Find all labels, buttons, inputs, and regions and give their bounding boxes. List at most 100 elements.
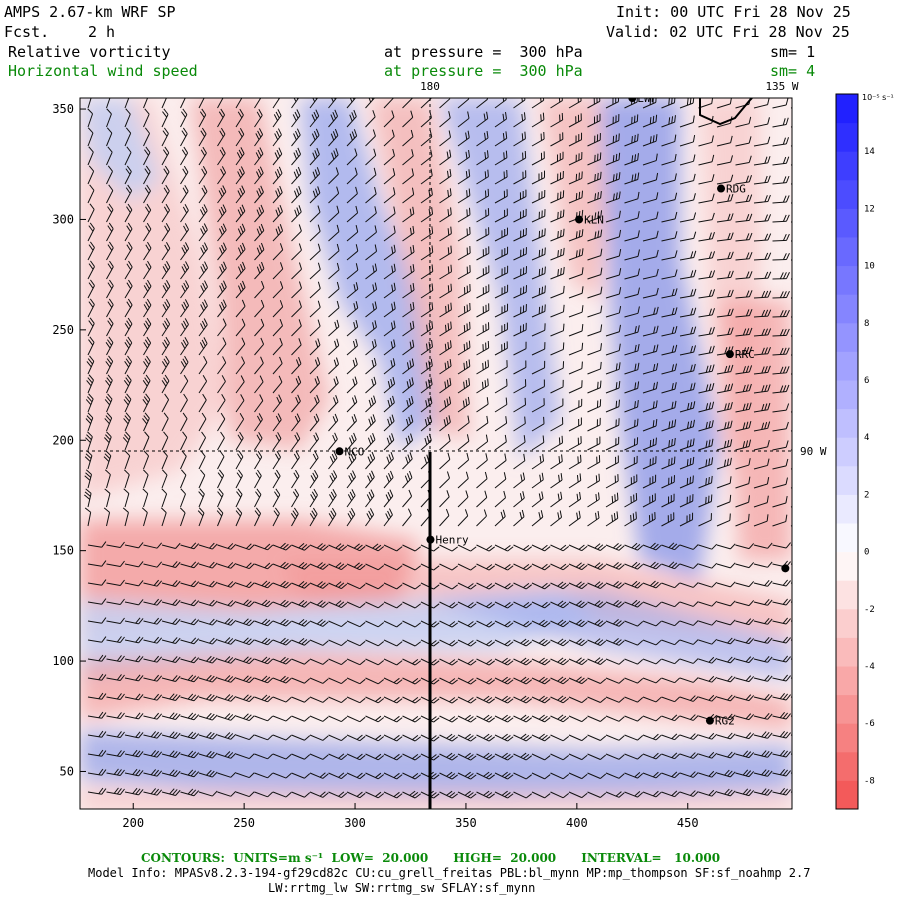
wind-barb	[568, 171, 583, 185]
wind-barb	[365, 339, 377, 356]
wind-barb	[531, 563, 551, 571]
wind-barb	[513, 379, 527, 394]
wind-barb	[753, 156, 771, 166]
wind-barb	[550, 753, 570, 761]
wind-barb	[124, 655, 144, 663]
wind-barb	[457, 733, 477, 742]
wind-barb	[383, 715, 403, 723]
wind-barb	[716, 581, 736, 588]
colorbar-segment	[836, 666, 858, 696]
wind-barb	[124, 203, 133, 223]
wind-barb	[402, 734, 421, 742]
wind-barb	[735, 543, 755, 550]
wind-barb	[272, 753, 292, 760]
wind-barb	[457, 490, 469, 508]
wind-barb	[753, 290, 772, 299]
wind-barb	[772, 272, 790, 280]
wind-barb	[568, 286, 584, 299]
wind-barb	[328, 376, 339, 394]
wind-barb	[661, 475, 675, 489]
wind-barb	[753, 175, 771, 185]
wind-barb	[679, 438, 695, 451]
model-info: Model Info: MPASv8.2.3-194-gf29cd82c CU:…	[88, 866, 811, 880]
wind-barb	[568, 562, 588, 571]
colorbar-segment	[836, 151, 858, 181]
wind-barb	[772, 542, 792, 549]
wind-barb	[605, 229, 622, 242]
wind-barb	[531, 638, 551, 647]
wind-barb	[383, 376, 396, 394]
wind-barb	[161, 469, 168, 489]
wind-barb	[346, 167, 358, 185]
wind-barb	[291, 262, 302, 280]
wind-barb	[217, 713, 237, 721]
wind-barb	[365, 187, 377, 204]
wind-barb	[568, 342, 584, 356]
wind-barb	[753, 214, 772, 223]
wind-barb	[291, 715, 311, 722]
wind-barb	[143, 712, 163, 720]
wind-barb	[772, 514, 788, 527]
wind-barb	[568, 436, 582, 451]
wind-barb	[143, 336, 152, 356]
wind-barb	[309, 619, 329, 627]
wind-barb	[772, 98, 789, 109]
station-marker	[725, 350, 734, 359]
wind-barb	[698, 438, 714, 451]
wind-barb	[328, 772, 348, 780]
wind-barb	[716, 135, 733, 147]
wind-barb	[753, 347, 771, 356]
wind-barb	[383, 508, 393, 527]
wind-barb	[698, 174, 715, 185]
wind-barb	[772, 598, 792, 606]
wind-barb	[550, 112, 564, 128]
wind-barb	[365, 244, 378, 261]
wind-barb	[180, 374, 189, 394]
wind-barb	[346, 413, 357, 432]
colorbar-segment	[836, 580, 858, 610]
wind-barb	[161, 561, 181, 568]
wind-barb	[753, 542, 773, 549]
wind-barb	[217, 204, 227, 223]
station-marker	[717, 184, 726, 193]
wind-barb	[605, 362, 621, 375]
colorbar-segment	[836, 694, 858, 724]
wind-barb	[642, 733, 662, 741]
wind-barb	[217, 450, 225, 470]
wind-barb	[753, 693, 773, 701]
wind-barb	[494, 265, 509, 280]
wind-barb	[161, 146, 170, 166]
wind-barb	[180, 580, 200, 588]
wind-barb	[180, 299, 190, 318]
wind-barb	[476, 130, 489, 147]
wind-barb	[309, 677, 329, 684]
wind-barb	[476, 601, 495, 609]
colorbar-unit: 10⁻⁵ s⁻¹	[862, 93, 894, 102]
wind-barb	[790, 183, 792, 185]
wind-barb	[494, 676, 514, 685]
wind-barb	[161, 184, 170, 204]
wind-barb	[439, 130, 452, 147]
wind-barb	[698, 619, 718, 626]
wind-barb	[753, 365, 771, 375]
wind-barb	[587, 581, 607, 589]
wind-barb	[457, 302, 471, 318]
wind-barb	[272, 147, 283, 166]
wind-barb	[790, 373, 792, 375]
wind-barb	[402, 245, 415, 261]
wind-barb	[402, 339, 415, 356]
wind-barb	[624, 734, 644, 741]
wind-barb	[772, 692, 792, 701]
wind-barb	[531, 228, 546, 242]
wind-barb	[642, 114, 658, 128]
wind-barb	[235, 656, 255, 665]
wind-barb	[235, 618, 255, 627]
wind-barb	[531, 360, 546, 375]
wind-barb	[494, 472, 507, 489]
wind-barb	[383, 563, 403, 571]
wind-barb	[587, 324, 603, 337]
wind-barb	[124, 731, 144, 739]
wind-barb	[217, 618, 237, 626]
wind-barb	[716, 694, 736, 702]
